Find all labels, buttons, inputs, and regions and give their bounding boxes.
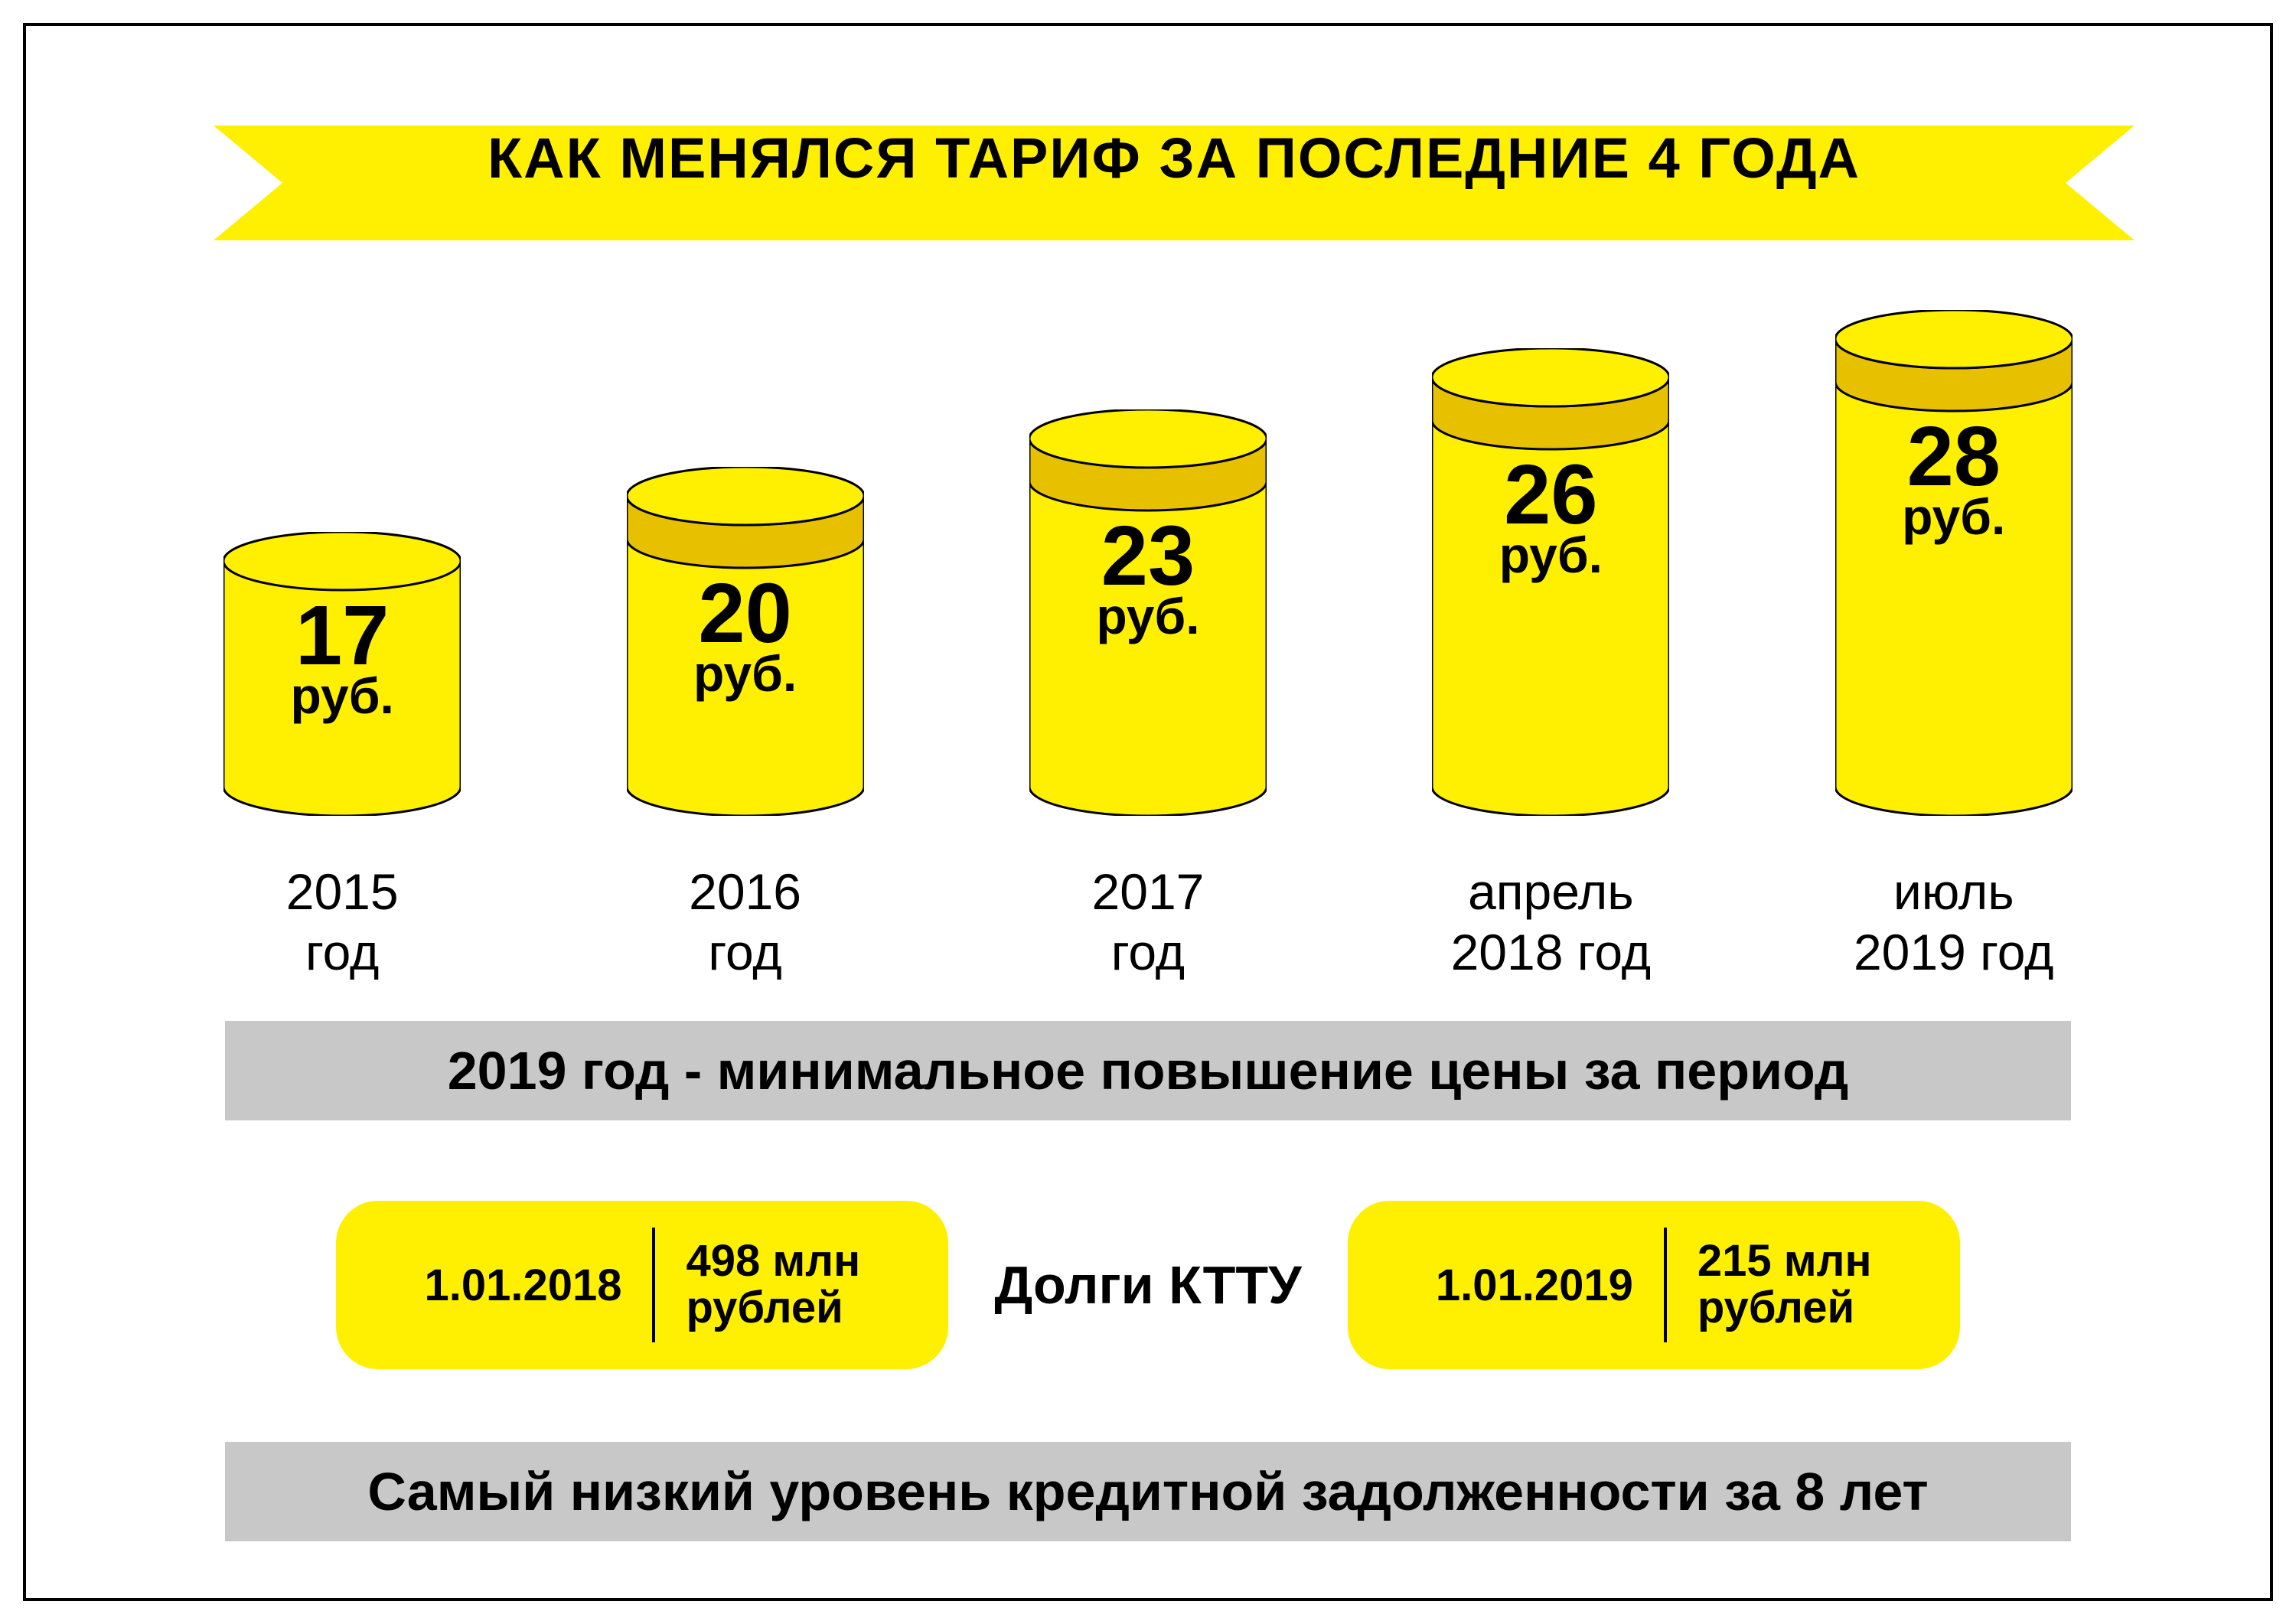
cylinder-value: 26руб.: [1432, 457, 1669, 578]
debt-pill: 1.01.2018498 млн рублей: [336, 1201, 948, 1369]
cylinder-value: 23руб.: [1029, 518, 1267, 639]
cylinder-value: 20руб.: [627, 576, 864, 696]
value-number: 26: [1432, 457, 1669, 533]
value-number: 20: [627, 576, 864, 651]
debt-amount: 215 млн рублей: [1667, 1238, 1903, 1332]
debt-pill: 1.01.2019215 млн рублей: [1348, 1201, 1960, 1369]
cylinder: 26руб.: [1432, 348, 1669, 816]
year-label: 2016 год: [689, 862, 801, 983]
year-label: 2015 год: [286, 862, 399, 983]
value-unit: руб.: [1029, 594, 1267, 639]
cylinder: 23руб.: [1029, 409, 1267, 816]
debt-amount: 498 млн рублей: [655, 1238, 891, 1332]
note-bar-2: Самый низкий уровень кредитной задолженн…: [225, 1442, 2071, 1541]
year-label: апрель 2018 год: [1451, 862, 1652, 983]
value-unit: руб.: [1835, 494, 2073, 540]
note-bar-1: 2019 год - минимальное повышение цены за…: [225, 1021, 2071, 1120]
value-number: 28: [1835, 419, 2073, 494]
year-label: 2017 год: [1092, 862, 1205, 983]
value-unit: руб.: [627, 651, 864, 696]
debts-row: 1.01.2018498 млн рублей Долги КТТУ 1.01.20…: [225, 1197, 2071, 1373]
tariff-chart: 17руб.2015 год20руб.2016 год23руб.2017 г…: [141, 309, 2155, 983]
value-unit: руб.: [1432, 533, 1669, 578]
chart-column: 23руб. 2017 год: [964, 409, 1332, 983]
cylinder-value: 17руб.: [223, 598, 461, 719]
year-label: июль 2019 год: [1854, 862, 2054, 983]
value-number: 23: [1029, 518, 1267, 594]
chart-column: 26руб. апрель 2018 год: [1367, 348, 1734, 983]
chart-column: 17руб. 2015 год: [158, 532, 526, 983]
cylinder: 28руб.: [1835, 310, 2073, 816]
debt-date: 1.01.2018: [393, 1260, 652, 1311]
page-title: КАК МЕНЯЛСЯ ТАРИФ ЗА ПОСЛЕДНИЕ 4 ГОДА: [214, 126, 2135, 191]
value-unit: руб.: [223, 673, 461, 719]
cylinder: 17руб.: [223, 532, 461, 816]
debt-date: 1.01.2019: [1405, 1260, 1664, 1311]
cylinder: 20руб.: [627, 467, 864, 816]
debts-title: Долги КТТУ: [994, 1254, 1301, 1316]
title-ribbon: КАК МЕНЯЛСЯ ТАРИФ ЗА ПОСЛЕДНИЕ 4 ГОДА: [214, 126, 2135, 240]
value-number: 17: [223, 598, 461, 673]
outer-frame: КАК МЕНЯЛСЯ ТАРИФ ЗА ПОСЛЕДНИЕ 4 ГОДА 17…: [23, 23, 2273, 1601]
chart-column: 20руб. 2016 год: [562, 467, 929, 983]
chart-column: 28руб. июль 2019 год: [1770, 310, 2138, 983]
cylinder-value: 28руб.: [1835, 419, 2073, 540]
